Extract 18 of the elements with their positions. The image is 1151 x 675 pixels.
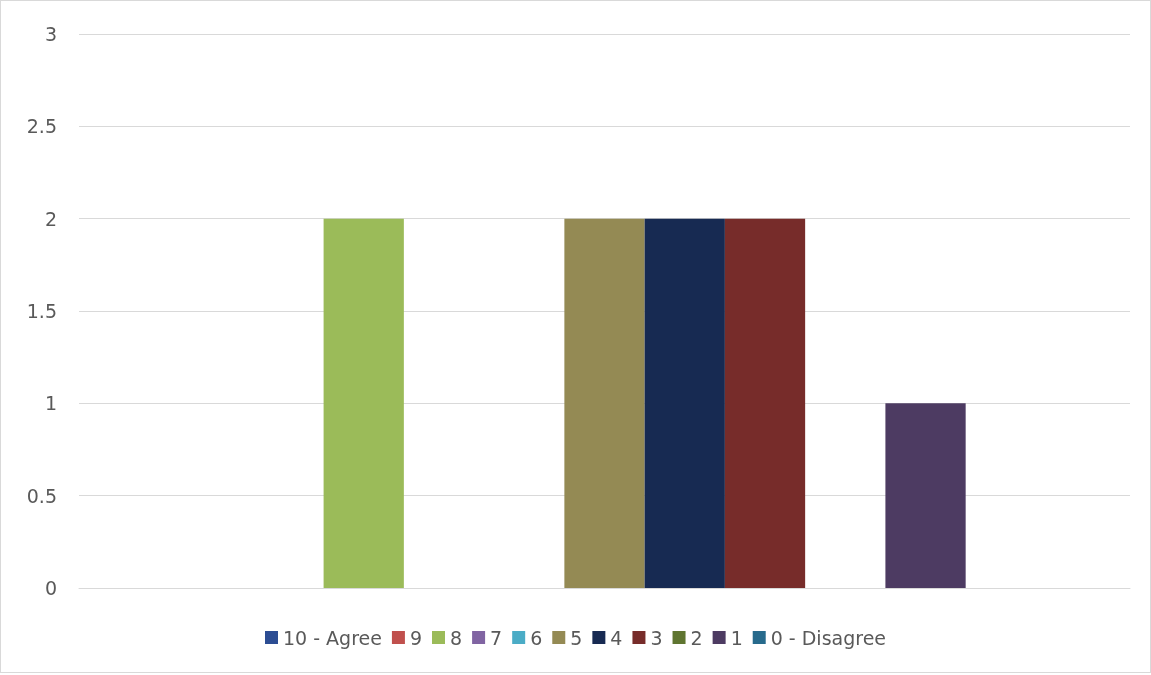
legend-label: 10 - Agree xyxy=(282,626,382,649)
y-tick-label: 3 xyxy=(44,23,57,45)
y-tick-label: 1 xyxy=(44,392,57,415)
y-tick-label: 2 xyxy=(44,207,57,230)
y-tick-label: 0 xyxy=(44,577,57,599)
legend-label: 1 xyxy=(730,626,743,649)
y-tick-label: 1.5 xyxy=(26,300,57,322)
legend-label: 2 xyxy=(690,626,703,649)
y-tick-label: 2.5 xyxy=(26,115,57,138)
legend-label: 7 xyxy=(490,626,503,649)
legend-label: 6 xyxy=(530,626,543,649)
legend-label: 3 xyxy=(650,626,663,649)
legend-label: 4 xyxy=(610,626,623,649)
legend-label: 0 - Disagree xyxy=(770,626,887,649)
legend-label: 8 xyxy=(450,626,463,649)
legend-label: 5 xyxy=(570,626,583,649)
y-tick-label: 0.5 xyxy=(26,484,57,507)
legend-label: 9 xyxy=(409,626,423,649)
